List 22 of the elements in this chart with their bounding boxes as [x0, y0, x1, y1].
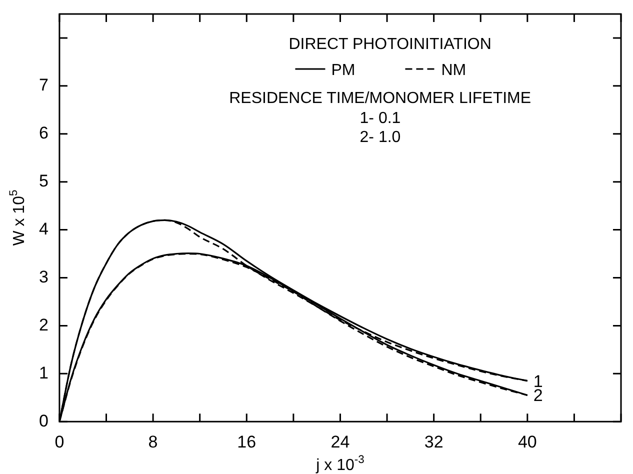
y-tick-label: 4 — [38, 219, 48, 238]
annotation: 2 — [533, 386, 543, 406]
y-tick-label: 3 — [38, 267, 48, 286]
y-axis-title: W x 105 — [8, 190, 28, 246]
y-tick-label: 2 — [38, 315, 48, 334]
y-tick-label: 6 — [38, 124, 48, 143]
x-tick-label: 32 — [424, 432, 444, 452]
annotation: 2- 1.0 — [360, 129, 401, 146]
y-tick-label: 1 — [38, 363, 48, 382]
x-tick-label: 8 — [148, 432, 158, 452]
y-tick-label: 7 — [38, 76, 48, 95]
y-tick-label: 0 — [38, 411, 48, 430]
text: DIRECT PHOTOINITIATION — [288, 36, 492, 53]
text: RESIDENCE TIME/MONOMER LIFETIME — [229, 90, 532, 107]
y-tick-label: 5 — [38, 172, 48, 191]
x-tick-label: 40 — [518, 432, 537, 452]
x-tick-label: 24 — [330, 432, 350, 452]
legend-label: NM — [441, 62, 466, 79]
x-tick-label: 0 — [54, 432, 64, 452]
annotation: 1- 0.1 — [360, 110, 401, 127]
legend-label: PM — [331, 62, 356, 79]
x-tick-label: 16 — [237, 432, 256, 452]
